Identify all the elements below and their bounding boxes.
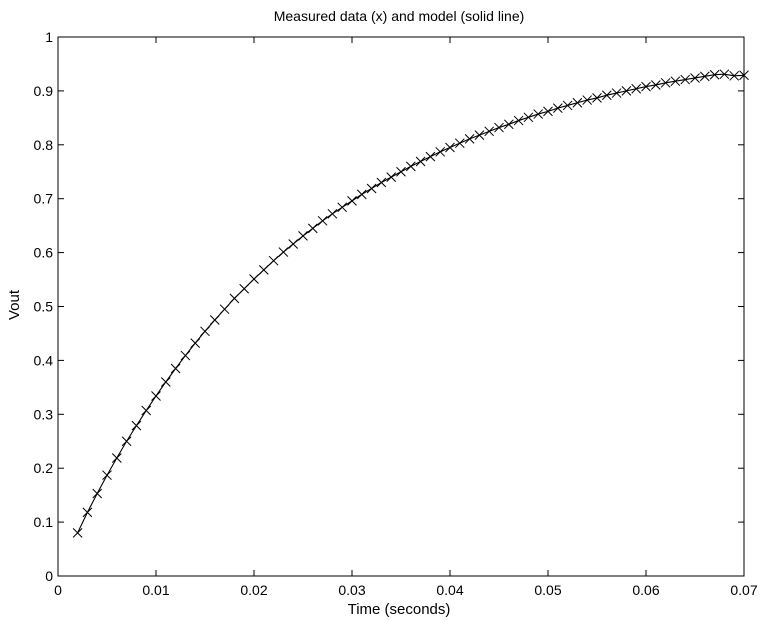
x-tick-label: 0.06 — [632, 582, 659, 598]
y-axis-label: Vout — [6, 289, 23, 320]
y-tick-label: 0.1 — [34, 514, 54, 530]
data-point-marker — [739, 70, 749, 81]
plot-area: 0 0.01 0.02 0.03 0.04 0.05 0.06 0.07 0 0.1 0.2 0.3 0… — [34, 29, 758, 598]
x-tick-label: 0.05 — [534, 582, 561, 598]
model-line — [77, 73, 745, 534]
x-tick-label: 0.01 — [142, 582, 169, 598]
chart-title: Measured data (x) and model (solid line) — [274, 8, 525, 24]
x-tick-label: 0.07 — [730, 582, 757, 598]
y-tick-label: 0.8 — [34, 137, 54, 153]
y-tick-label: 0.7 — [34, 191, 54, 207]
y-tick-label: 0.9 — [34, 83, 54, 99]
y-tick-label: 0.5 — [34, 299, 54, 315]
y-tick-label: 0.6 — [34, 245, 54, 261]
y-tick-label: 0.3 — [34, 406, 54, 422]
y-tick-label: 1 — [45, 29, 53, 45]
x-tick-label: 0 — [54, 582, 62, 598]
y-tick-label: 0.2 — [34, 460, 54, 476]
plot-frame — [57, 36, 745, 577]
x-tick-label: 0.03 — [338, 582, 365, 598]
y-tick-label: 0.4 — [34, 352, 54, 368]
y-tick-label: 0 — [45, 568, 53, 584]
x-tick-label: 0.04 — [436, 582, 463, 598]
x-axis-label: Time (seconds) — [348, 601, 451, 618]
x-tick-label: 0.02 — [240, 582, 267, 598]
